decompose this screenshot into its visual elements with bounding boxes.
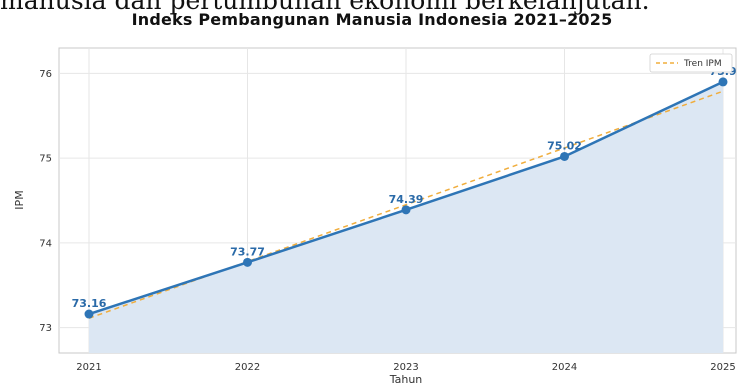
x-axis-label: Tahun [389, 373, 423, 385]
y-tick-75: 75 [39, 154, 52, 165]
series-area-fill [89, 81, 723, 353]
data-label-2022: 73.77 [230, 245, 265, 258]
data-point-2023 [401, 205, 411, 215]
x-tick-2021: 2021 [76, 362, 101, 373]
x-tick-labels: 2021 2022 2023 2024 2025 [76, 362, 735, 373]
legend: Tren IPM [649, 53, 733, 73]
data-label-2023: 74.39 [389, 193, 424, 206]
data-point-2025 [718, 77, 728, 87]
y-tick-73: 73 [39, 323, 52, 334]
caption-text-fragment: manusia dan pertumbuhan ekonomi berkelan… [0, 0, 650, 15]
x-tick-2025: 2025 [710, 362, 735, 373]
legend-box [649, 53, 733, 73]
data-point-2022 [243, 257, 252, 267]
y-tick-74: 74 [39, 238, 52, 249]
x-tick-2023: 2023 [393, 362, 418, 373]
data-label-2024: 75.02 [547, 139, 582, 152]
y-axis-label: IPM [13, 190, 26, 209]
x-tick-2022: 2022 [235, 362, 260, 373]
y-tick-labels: 73 74 75 76 [39, 69, 52, 334]
legend-label-trend: Tren IPM [683, 59, 722, 69]
x-tick-2024: 2024 [552, 362, 577, 373]
y-tick-76: 76 [39, 69, 52, 80]
data-label-2021: 73.16 [72, 297, 107, 310]
chart-title: Indeks Pembangunan Manusia Indonesia 202… [131, 10, 613, 29]
data-point-2021 [84, 309, 94, 319]
data-point-2024 [560, 151, 569, 161]
